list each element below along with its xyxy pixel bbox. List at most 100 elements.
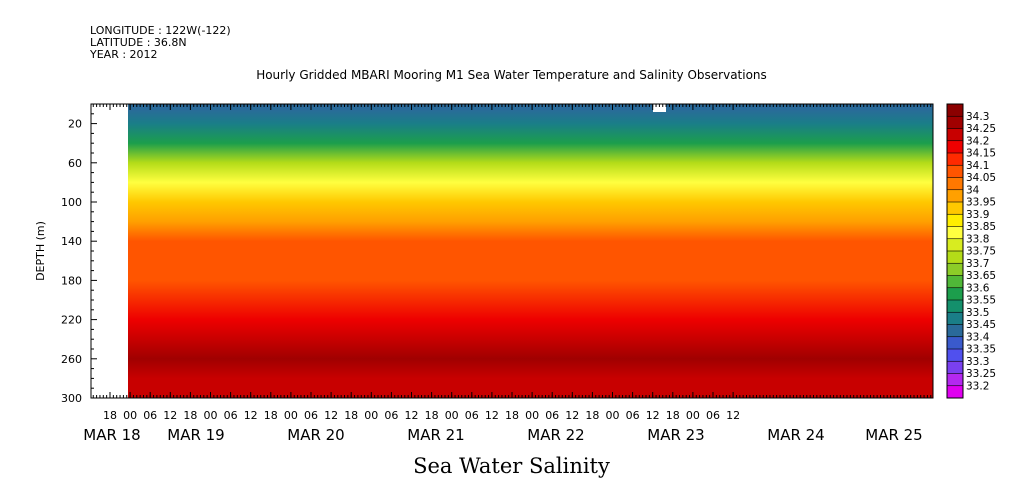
colorbar-cell <box>947 226 963 240</box>
y-tick-label: 100 <box>61 196 82 209</box>
colorbar-label: 33.6 <box>966 282 990 294</box>
x-hour-label: 00 <box>284 409 298 422</box>
x-hour-label: 12 <box>646 409 660 422</box>
colorbar-label: 33.85 <box>966 221 996 233</box>
x-hour-label: 12 <box>565 409 579 422</box>
colorbar-label: 33.95 <box>966 197 996 209</box>
x-hour-label: 12 <box>485 409 499 422</box>
colorbar-cell <box>947 140 963 154</box>
x-hour-label: 18 <box>103 409 117 422</box>
colorbar-cell <box>947 349 963 362</box>
year-label: YEAR : 2012 <box>90 48 158 61</box>
x-date-label: MAR 20 <box>287 426 344 444</box>
y-tick-label: 220 <box>61 314 82 327</box>
colorbar-label: 34 <box>966 184 980 196</box>
colorbar-label: 33.4 <box>966 331 990 343</box>
colorbar-cell <box>947 300 963 313</box>
colorbar: 34.334.2534.234.1534.134.053433.9533.933… <box>946 103 996 399</box>
colorbar-cell <box>947 128 963 142</box>
y-tick-label: 60 <box>68 157 82 170</box>
colorbar-label: 33.7 <box>966 258 989 270</box>
colorbar-cell <box>947 214 963 227</box>
colorbar-cell <box>947 116 963 129</box>
x-axis-title: Sea Water Salinity <box>413 454 610 478</box>
colorbar-label: 34.2 <box>966 135 989 147</box>
colorbar-cell <box>947 251 963 264</box>
y-axis-label: DEPTH (m) <box>34 221 47 281</box>
x-hour-label: 06 <box>545 409 559 422</box>
x-hour-label: 18 <box>344 409 358 422</box>
x-date-label: MAR 25 <box>865 426 922 444</box>
y-tick-label: 300 <box>61 392 82 405</box>
x-date-label: MAR 21 <box>407 426 464 444</box>
colorbar-label: 33.65 <box>966 270 996 282</box>
colorbar-label: 33.9 <box>966 209 989 221</box>
y-tick-label: 260 <box>61 353 82 366</box>
x-date-label: MAR 18 <box>83 426 140 444</box>
x-hour-label: 12 <box>726 409 740 422</box>
x-hour-label: 18 <box>585 409 599 422</box>
colorbar-label: 33.3 <box>966 356 989 368</box>
x-hour-label: 00 <box>606 409 620 422</box>
colorbar-cell <box>947 361 963 374</box>
colorbar-label: 33.75 <box>966 246 996 258</box>
x-date-label: MAR 22 <box>527 426 584 444</box>
colorbar-cell <box>947 263 963 276</box>
x-hour-label: 00 <box>686 409 700 422</box>
salinity-field <box>128 104 933 398</box>
y-tick-label: 180 <box>61 274 82 287</box>
colorbar-cell <box>947 202 963 215</box>
x-hour-label: 12 <box>405 409 419 422</box>
colorbar-label: 33.35 <box>966 344 996 356</box>
heatmap-fill <box>128 104 933 398</box>
no-data-gap <box>653 104 666 112</box>
colorbar-label: 34.3 <box>966 111 989 123</box>
x-hour-label: 00 <box>364 409 378 422</box>
x-hour-label: 12 <box>244 409 258 422</box>
colorbar-cell <box>947 165 963 178</box>
colorbar-label: 34.1 <box>966 160 989 172</box>
x-axis: 18 00 06 12 18 00 06 12 18 00 06 12 18 00 06 12 18 00 06 12… <box>83 104 932 444</box>
colorbar-label: 33.25 <box>966 368 996 380</box>
colorbar-label: 33.8 <box>966 233 989 245</box>
colorbar-label: 33.2 <box>966 380 989 392</box>
x-hour-label: 06 <box>224 409 238 422</box>
colorbar-cell <box>947 373 963 387</box>
colorbar-cell <box>947 385 963 399</box>
no-data-region <box>91 104 128 398</box>
x-date-label: MAR 19 <box>167 426 224 444</box>
x-hour-label: 00 <box>204 409 218 422</box>
x-hour-label: 18 <box>666 409 680 422</box>
colorbar-label: 33.55 <box>966 295 996 307</box>
colorbar-cell <box>947 238 963 252</box>
x-hour-label: 18 <box>425 409 439 422</box>
x-hour-label: 06 <box>706 409 720 422</box>
colorbar-label: 33.45 <box>966 319 996 331</box>
longitude-label: LONGITUDE : 122W(-122) <box>90 24 231 37</box>
colorbar-cell <box>947 189 963 203</box>
x-date-label: MAR 23 <box>647 426 704 444</box>
colorbar-cell <box>947 336 963 350</box>
colorbar-label: 33.5 <box>966 307 989 319</box>
colorbar-cell <box>947 104 963 117</box>
x-hour-label: 06 <box>465 409 479 422</box>
colorbar-cell <box>947 275 963 289</box>
chart-title: Hourly Gridded MBARI Mooring M1 Sea Wate… <box>256 68 767 82</box>
x-hour-label: 06 <box>626 409 640 422</box>
x-hour-label: 06 <box>304 409 318 422</box>
colorbar-cell <box>947 324 963 338</box>
x-hour-label: 12 <box>324 409 338 422</box>
colorbar-cell <box>947 177 963 191</box>
x-hour-label: 18 <box>264 409 278 422</box>
colorbar-label: 34.25 <box>966 123 996 135</box>
colorbar-label: 34.15 <box>966 148 996 160</box>
colorbar-label: 34.05 <box>966 172 996 184</box>
y-tick-label: 20 <box>68 118 82 131</box>
x-hour-label: 00 <box>445 409 459 422</box>
x-hour-label: 06 <box>143 409 157 422</box>
x-hour-label: 06 <box>384 409 398 422</box>
x-hour-label: 12 <box>163 409 177 422</box>
x-hour-label: 00 <box>525 409 539 422</box>
colorbar-cell <box>947 287 963 301</box>
